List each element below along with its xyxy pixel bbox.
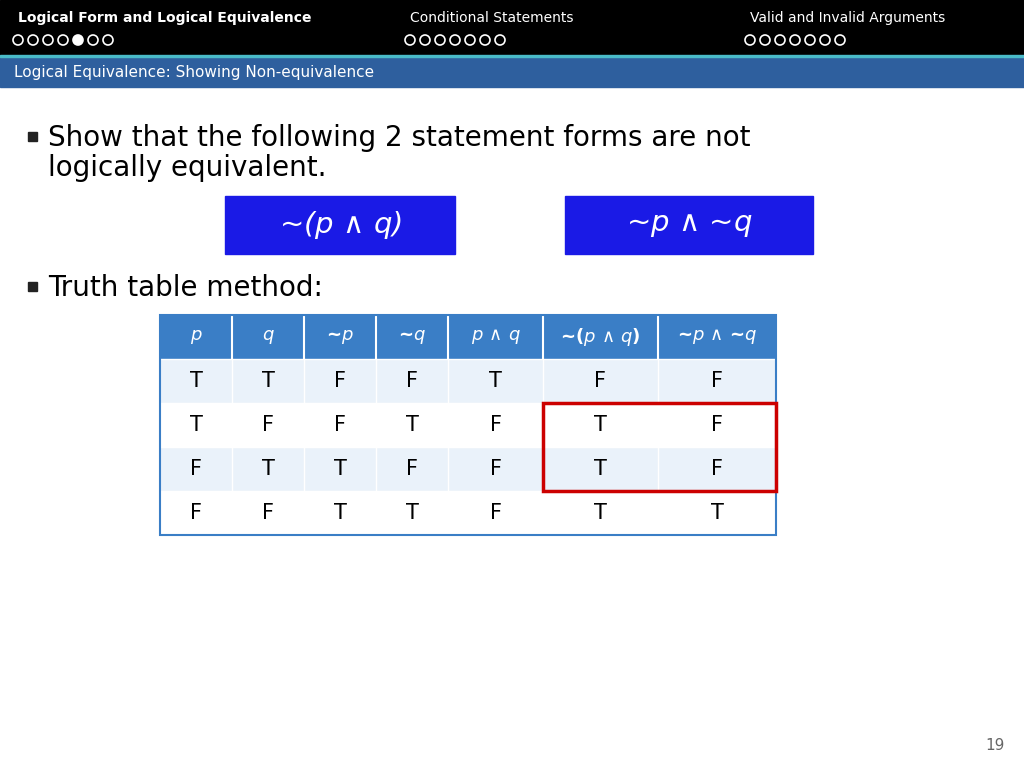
Text: F: F bbox=[334, 415, 346, 435]
Text: F: F bbox=[262, 503, 274, 523]
Bar bbox=[449, 447, 543, 491]
Bar bbox=[658, 403, 776, 447]
Text: F: F bbox=[334, 371, 346, 391]
Bar bbox=[160, 359, 232, 403]
Bar bbox=[449, 491, 543, 535]
Text: F: F bbox=[711, 371, 723, 391]
Text: T: T bbox=[189, 415, 203, 435]
Text: F: F bbox=[190, 459, 202, 479]
Text: T: T bbox=[334, 459, 346, 479]
Bar bbox=[543, 403, 658, 447]
Bar bbox=[160, 403, 232, 447]
Bar bbox=[376, 359, 449, 403]
Text: Logical Form and Logical Equivalence: Logical Form and Logical Equivalence bbox=[18, 11, 311, 25]
Bar bbox=[658, 315, 776, 359]
Bar bbox=[449, 315, 543, 359]
Text: F: F bbox=[190, 503, 202, 523]
Bar bbox=[160, 447, 232, 491]
Bar bbox=[543, 403, 776, 491]
Text: F: F bbox=[489, 415, 502, 435]
Text: F: F bbox=[406, 459, 418, 479]
Bar bbox=[376, 491, 449, 535]
Text: $\it{p}$ $\wedge$ $\it{q}$: $\it{p}$ $\wedge$ $\it{q}$ bbox=[471, 327, 520, 346]
Text: ~$\it{q}$: ~$\it{q}$ bbox=[398, 328, 426, 346]
Bar bbox=[225, 196, 455, 254]
Bar bbox=[304, 359, 376, 403]
Text: ~$p$ $\wedge$ ~$q$: ~$p$ $\wedge$ ~$q$ bbox=[626, 211, 753, 239]
Text: Show that the following 2 statement forms are not: Show that the following 2 statement form… bbox=[48, 124, 751, 152]
Bar bbox=[543, 447, 658, 491]
Bar bbox=[160, 315, 776, 535]
Bar bbox=[28, 282, 37, 290]
Text: Valid and Invalid Arguments: Valid and Invalid Arguments bbox=[750, 11, 945, 25]
Bar bbox=[449, 359, 543, 403]
Text: Conditional Statements: Conditional Statements bbox=[410, 11, 573, 25]
Bar bbox=[449, 403, 543, 447]
Bar bbox=[160, 315, 232, 359]
Text: 19: 19 bbox=[986, 738, 1005, 753]
Bar bbox=[565, 196, 813, 254]
Text: logically equivalent.: logically equivalent. bbox=[48, 154, 327, 182]
Bar bbox=[376, 447, 449, 491]
Text: T: T bbox=[261, 371, 274, 391]
Text: F: F bbox=[489, 459, 502, 479]
Text: T: T bbox=[406, 415, 419, 435]
Text: Truth table method:: Truth table method: bbox=[48, 274, 323, 302]
Bar bbox=[0, 0, 1024, 55]
Bar bbox=[160, 491, 232, 535]
Bar bbox=[304, 403, 376, 447]
Text: Logical Equivalence: Showing Non-equivalence: Logical Equivalence: Showing Non-equival… bbox=[14, 65, 374, 80]
Text: T: T bbox=[711, 503, 723, 523]
Text: T: T bbox=[261, 459, 274, 479]
Bar bbox=[543, 315, 658, 359]
Text: $\it{p}$: $\it{p}$ bbox=[189, 328, 203, 346]
Bar bbox=[658, 491, 776, 535]
Bar bbox=[28, 131, 37, 141]
Bar bbox=[232, 315, 304, 359]
Bar bbox=[304, 315, 376, 359]
Circle shape bbox=[73, 35, 83, 45]
Text: T: T bbox=[594, 503, 607, 523]
Text: F: F bbox=[489, 503, 502, 523]
Text: T: T bbox=[406, 503, 419, 523]
Text: T: T bbox=[594, 415, 607, 435]
Bar bbox=[232, 403, 304, 447]
Text: ~($\it{p}$ $\wedge$ $\it{q}$): ~($\it{p}$ $\wedge$ $\it{q}$) bbox=[560, 326, 641, 348]
Text: ~$\it{p}$: ~$\it{p}$ bbox=[327, 328, 354, 346]
Text: ~$\it{p}$ $\wedge$ ~$\it{q}$: ~$\it{p}$ $\wedge$ ~$\it{q}$ bbox=[677, 327, 757, 346]
Text: F: F bbox=[711, 459, 723, 479]
Bar bbox=[658, 359, 776, 403]
Bar bbox=[0, 57, 1024, 87]
Text: F: F bbox=[595, 371, 606, 391]
Bar bbox=[0, 55, 1024, 57]
Text: F: F bbox=[262, 415, 274, 435]
Text: T: T bbox=[334, 503, 346, 523]
Text: ~($p$ $\wedge$ $q$): ~($p$ $\wedge$ $q$) bbox=[279, 209, 401, 241]
Bar bbox=[304, 491, 376, 535]
Text: T: T bbox=[189, 371, 203, 391]
Text: T: T bbox=[489, 371, 502, 391]
Text: T: T bbox=[594, 459, 607, 479]
Bar bbox=[376, 315, 449, 359]
Bar bbox=[658, 447, 776, 491]
Bar bbox=[376, 403, 449, 447]
Bar bbox=[543, 359, 658, 403]
Bar bbox=[304, 447, 376, 491]
Bar bbox=[232, 491, 304, 535]
Bar bbox=[232, 359, 304, 403]
Text: F: F bbox=[711, 415, 723, 435]
Text: F: F bbox=[406, 371, 418, 391]
Bar bbox=[232, 447, 304, 491]
Text: $\it{q}$: $\it{q}$ bbox=[261, 328, 274, 346]
Bar bbox=[543, 491, 658, 535]
